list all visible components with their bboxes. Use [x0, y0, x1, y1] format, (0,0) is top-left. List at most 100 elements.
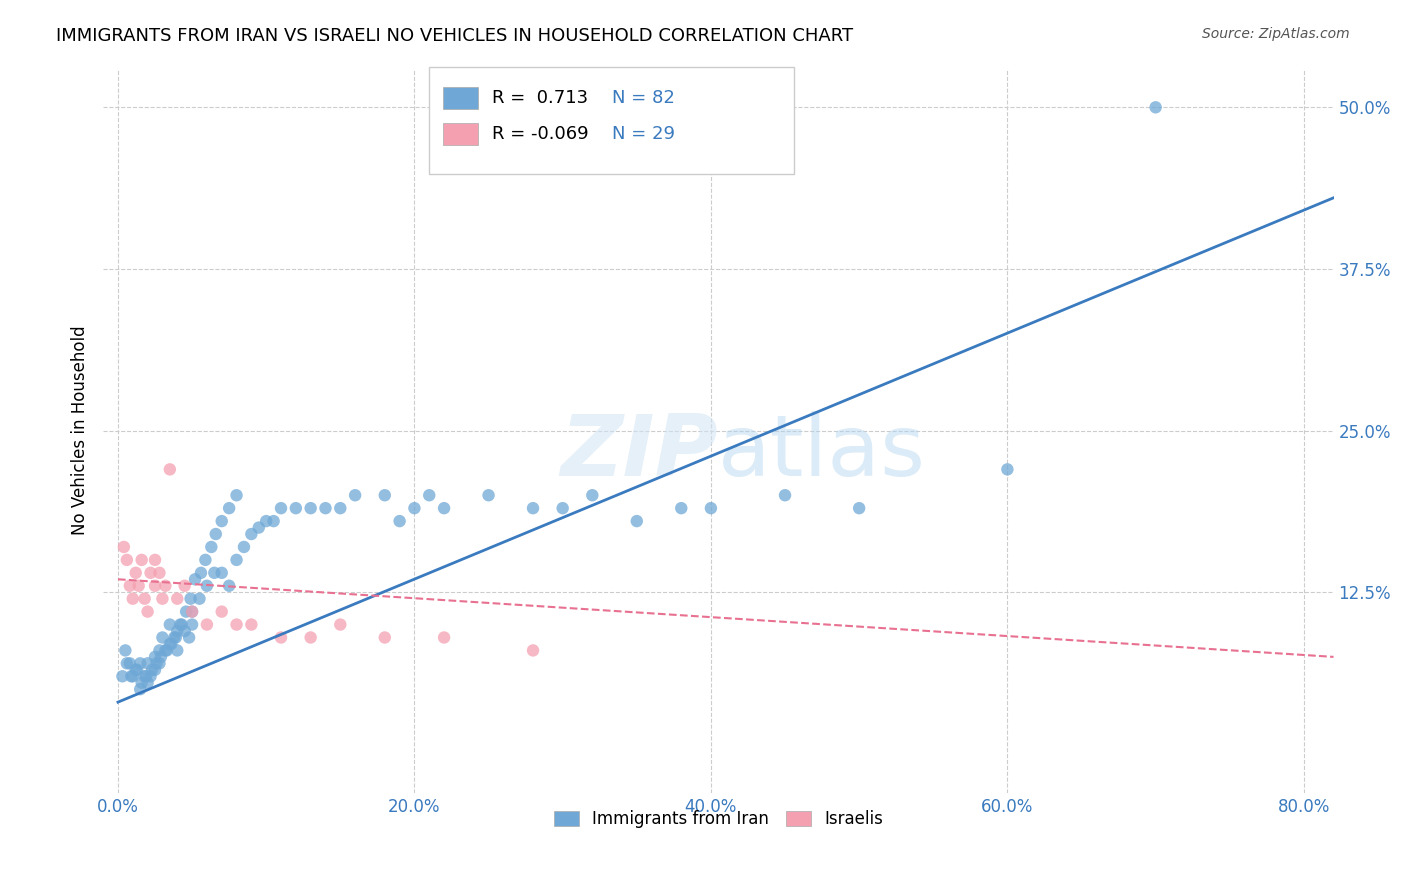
Point — [155, 643, 177, 657]
Point — [388, 514, 411, 528]
Point — [181, 605, 204, 619]
Point — [166, 643, 188, 657]
Point — [181, 605, 204, 619]
Point — [174, 605, 197, 619]
Point — [581, 488, 603, 502]
Point — [118, 657, 141, 671]
Text: N = 82: N = 82 — [612, 89, 675, 107]
Point — [159, 462, 181, 476]
Point — [218, 579, 240, 593]
Text: N = 29: N = 29 — [612, 125, 675, 143]
Point — [128, 579, 150, 593]
Point — [184, 572, 207, 586]
Point — [195, 617, 218, 632]
Point — [433, 631, 456, 645]
Point — [139, 566, 162, 580]
Point — [180, 591, 202, 606]
Point — [1144, 100, 1167, 114]
Point — [115, 553, 138, 567]
Point — [211, 605, 233, 619]
Point — [263, 514, 285, 528]
Point — [156, 643, 179, 657]
Point — [190, 566, 212, 580]
Point — [299, 501, 322, 516]
Point — [134, 669, 156, 683]
Point — [118, 579, 141, 593]
Point — [202, 566, 225, 580]
Y-axis label: No Vehicles in Household: No Vehicles in Household — [72, 326, 89, 535]
Point — [115, 657, 138, 671]
Point — [240, 617, 263, 632]
Point — [112, 540, 135, 554]
Point — [143, 663, 166, 677]
Point — [114, 643, 136, 657]
Legend: Immigrants from Iran, Israelis: Immigrants from Iran, Israelis — [547, 804, 890, 835]
Point — [700, 501, 723, 516]
Point — [254, 514, 277, 528]
Point — [194, 553, 217, 567]
Text: R =  0.713: R = 0.713 — [492, 89, 588, 107]
Point — [195, 579, 218, 593]
Point — [848, 501, 870, 516]
Point — [477, 488, 499, 502]
Point — [134, 591, 156, 606]
Point — [522, 643, 544, 657]
Point — [121, 591, 143, 606]
Point — [136, 605, 159, 619]
Point — [188, 591, 211, 606]
Point — [135, 669, 157, 683]
Point — [374, 488, 396, 502]
Point — [139, 669, 162, 683]
Point — [155, 579, 177, 593]
Point — [127, 663, 149, 677]
Point — [166, 624, 188, 638]
Point — [551, 501, 574, 516]
Point — [773, 488, 796, 502]
Point — [626, 514, 648, 528]
Point — [671, 501, 693, 516]
Point — [225, 617, 247, 632]
Text: IMMIGRANTS FROM IRAN VS ISRAELI NO VEHICLES IN HOUSEHOLD CORRELATION CHART: IMMIGRANTS FROM IRAN VS ISRAELI NO VEHIC… — [56, 27, 853, 45]
Point — [149, 649, 172, 664]
Point — [129, 682, 152, 697]
Point — [225, 553, 247, 567]
Point — [159, 637, 181, 651]
Point — [148, 643, 170, 657]
Text: R = -0.069: R = -0.069 — [492, 125, 589, 143]
Point — [299, 631, 322, 645]
Point — [247, 520, 270, 534]
Point — [181, 617, 204, 632]
Point — [433, 501, 456, 516]
Point — [329, 617, 352, 632]
Point — [125, 566, 148, 580]
Text: Source: ZipAtlas.com: Source: ZipAtlas.com — [1202, 27, 1350, 41]
Point — [284, 501, 307, 516]
Point — [163, 631, 186, 645]
Point — [143, 649, 166, 664]
Point — [152, 631, 174, 645]
Text: atlas: atlas — [718, 411, 927, 494]
Point — [170, 617, 193, 632]
Point — [233, 540, 256, 554]
Point — [152, 591, 174, 606]
Point — [159, 617, 181, 632]
Point — [179, 631, 201, 645]
Point — [225, 488, 247, 502]
Point — [165, 631, 187, 645]
Text: ZIP: ZIP — [561, 411, 718, 494]
Point — [169, 617, 191, 632]
Point — [522, 501, 544, 516]
Point — [418, 488, 440, 502]
Point — [270, 501, 292, 516]
Point — [148, 566, 170, 580]
Point — [374, 631, 396, 645]
Point — [173, 579, 195, 593]
Point — [173, 624, 195, 638]
Point — [204, 527, 226, 541]
Point — [166, 591, 188, 606]
Point — [145, 657, 167, 671]
Point — [314, 501, 336, 516]
Point — [270, 631, 292, 645]
Point — [121, 669, 143, 683]
Point — [111, 669, 134, 683]
